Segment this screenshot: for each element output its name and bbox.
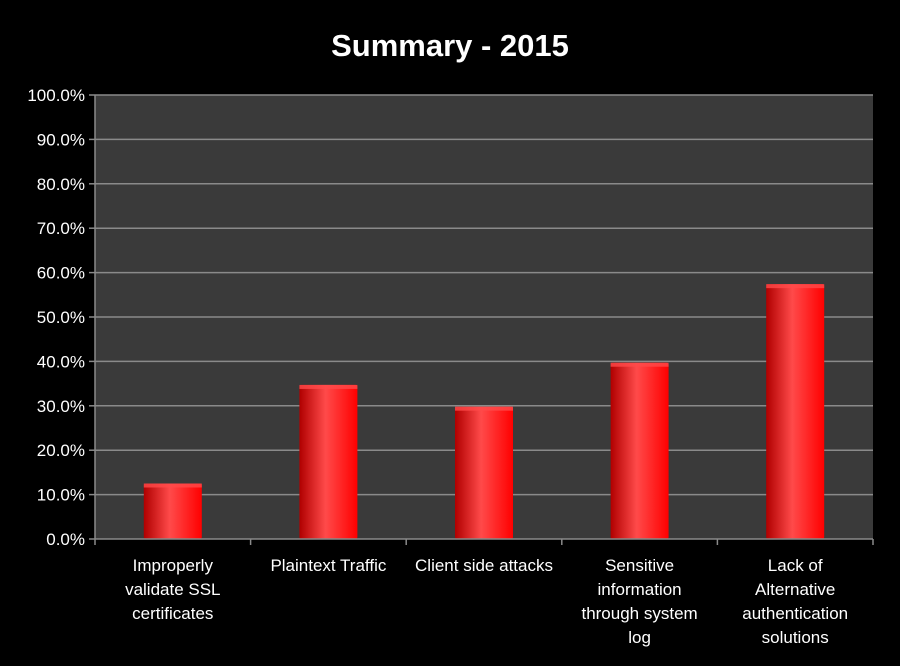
x-tick-label: Client side attacks (415, 556, 553, 575)
bar-top-highlight (143, 483, 202, 488)
x-tick-label: Sensitive information through system log (581, 556, 697, 647)
y-tick-label: 30.0% (37, 397, 85, 416)
y-tick-label: 20.0% (37, 441, 85, 460)
y-tick-label: 40.0% (37, 352, 85, 371)
x-tick-label: Lack of Alternative authentication solution… (742, 556, 848, 647)
chart-title: Summary - 2015 (331, 28, 569, 63)
bar (143, 483, 202, 539)
bar-top-highlight (299, 384, 358, 389)
y-tick-label: 80.0% (37, 175, 85, 194)
gridlines (95, 94, 873, 496)
y-tick-label: 50.0% (37, 308, 85, 327)
y-tick-label: 0.0% (46, 530, 85, 549)
y-tick-label: 10.0% (37, 486, 85, 505)
bar-top-highlight (766, 284, 825, 289)
bar-top-highlight (610, 362, 669, 367)
bar (455, 406, 513, 539)
y-axis: 0.0% 10.0% 20.0% 30.0% 40.0% 50.0% 60.0% 70.0% 8… (27, 86, 96, 549)
bars (143, 284, 825, 539)
x-axis: Improperly validate SSL certificates Plaint… (94, 538, 874, 647)
bar-top-highlight (455, 406, 513, 411)
y-tick-label: 70.0% (37, 219, 85, 238)
y-tick-label: 90.0% (37, 130, 85, 149)
y-tick-label: 60.0% (37, 264, 85, 283)
bar (610, 362, 669, 539)
x-tick-label: Plaintext Traffic (270, 556, 386, 575)
bar (299, 384, 358, 539)
x-tick-label: Improperly validate SSL certificates (125, 556, 220, 623)
bar (766, 284, 825, 539)
y-tick-label: 100.0% (27, 86, 85, 105)
